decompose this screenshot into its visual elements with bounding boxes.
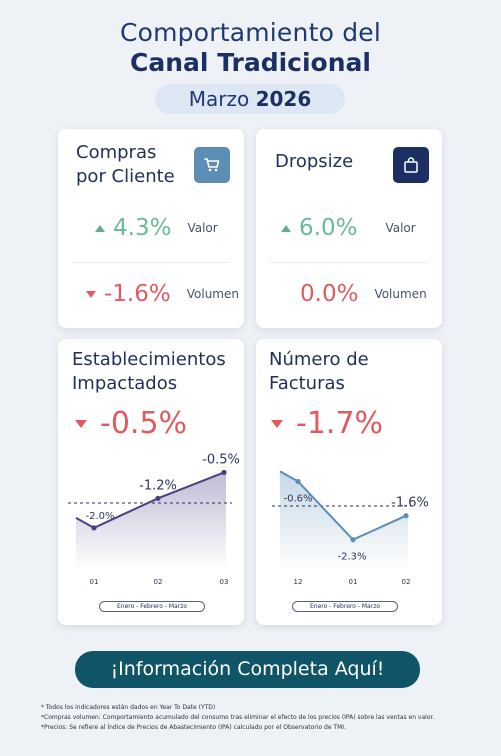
volumen-stat: -1.6% Volumen	[86, 281, 239, 307]
down-arrow-icon	[271, 419, 283, 428]
card-title-line2: por Cliente	[76, 166, 175, 187]
up-arrow-icon	[95, 224, 105, 232]
down-arrow-icon	[75, 419, 87, 428]
valor-stat: 6.0% Valor	[281, 215, 416, 241]
chart-area	[76, 472, 226, 570]
establecimientos-value: -0.5%	[100, 406, 188, 441]
period-label: Enero - Febrero - Marzo	[99, 601, 205, 612]
data-label: -2.3%	[337, 552, 366, 563]
data-label: -2.0%	[85, 511, 114, 522]
divider	[72, 262, 230, 263]
data-point	[221, 469, 227, 476]
valor-label: Valor	[187, 221, 218, 235]
data-label: -0.6%	[283, 493, 312, 504]
footnote: *Compras volumen: Comportamiento acumula…	[41, 714, 435, 721]
volumen-value: -1.6%	[104, 281, 171, 307]
data-label: -1.6%	[391, 496, 429, 511]
data-point	[91, 525, 97, 531]
valor-label: Valor	[385, 221, 416, 235]
chart-area	[280, 471, 408, 570]
period-label: Enero - Febrero - Marzo	[292, 601, 398, 612]
valor-stat: 4.3% Valor	[95, 215, 218, 241]
card-title-line1: Establecimientos	[72, 349, 226, 370]
volumen-stat: 0.0% Volumen	[300, 281, 427, 307]
card-title-line2: Impactados	[72, 373, 178, 394]
card-compras-por-cliente: Compras por Cliente 4.3% Valor -1.6% Vol…	[58, 129, 244, 328]
year-label: 2026	[255, 87, 312, 111]
volumen-label: Volumen	[374, 287, 427, 301]
data-point	[155, 495, 161, 501]
up-arrow-icon	[281, 224, 291, 232]
data-point	[350, 537, 356, 543]
down-arrow-icon	[86, 290, 96, 298]
data-point	[403, 513, 409, 519]
facturas-line-chart: -0.6% 12 -2.3% 01 -1.6% 02	[272, 470, 429, 586]
x-tick-label: 02	[154, 578, 163, 586]
shopping-cart-icon	[194, 147, 230, 183]
data-label: -0.5%	[202, 452, 240, 467]
establecimientos-stat: -0.5%	[75, 406, 187, 441]
card-title-line1: Compras	[76, 142, 157, 163]
x-tick-label: 03	[220, 578, 229, 586]
divider	[270, 262, 428, 263]
valor-value: 4.3%	[113, 215, 172, 241]
footnote: *Precios: Se refiere al Índice de Precio…	[41, 724, 346, 731]
volumen-label: Volumen	[186, 287, 239, 301]
card-title: Compras por Cliente	[76, 141, 175, 189]
facturas-stat: -1.7%	[271, 406, 383, 441]
card-establecimientos-impactados: Establecimientos Impactados -0.5% -2.0% 0…	[58, 339, 244, 625]
page-title-line2: Canal Tradicional	[130, 48, 371, 77]
x-tick-label: 01	[349, 578, 358, 586]
month-badge: Marzo 2026	[155, 84, 345, 114]
series-line	[279, 470, 407, 541]
volumen-value: 0.0%	[300, 281, 359, 307]
page-title-line1: Comportamiento del	[119, 18, 382, 47]
card-dropsize: Dropsize 6.0% Valor 0.0% Volumen	[256, 129, 442, 328]
facturas-value: -1.7%	[296, 406, 384, 441]
card-title-line1: Número de	[269, 349, 369, 370]
card-title: Número de Facturas	[269, 348, 369, 396]
x-tick-label: 01	[90, 578, 99, 586]
footnotes: * Todos los indicadores están dados en Y…	[41, 703, 481, 733]
footnote: * Todos los indicadores están dados en Y…	[41, 704, 216, 711]
full-info-button[interactable]: ¡Información Completa Aquí!	[75, 651, 420, 688]
data-label: -1.2%	[139, 478, 177, 493]
shopping-bag-icon	[393, 147, 429, 183]
month-label: Marzo	[188, 87, 250, 111]
x-tick-label: 12	[294, 578, 303, 586]
x-tick-label: 02	[402, 578, 411, 586]
valor-value: 6.0%	[299, 215, 358, 241]
card-title: Dropsize	[275, 151, 354, 172]
card-title-line2: Facturas	[269, 373, 345, 394]
card-title: Establecimientos Impactados	[72, 348, 226, 396]
card-numero-de-facturas: Número de Facturas -1.7% -0.6% 12 -2.3% 01-…	[256, 339, 442, 625]
establecimientos-line-chart: -2.0% 01 -1.2% 02 -0.5% 03	[68, 452, 240, 586]
data-point	[295, 478, 301, 485]
series-line	[75, 471, 225, 529]
